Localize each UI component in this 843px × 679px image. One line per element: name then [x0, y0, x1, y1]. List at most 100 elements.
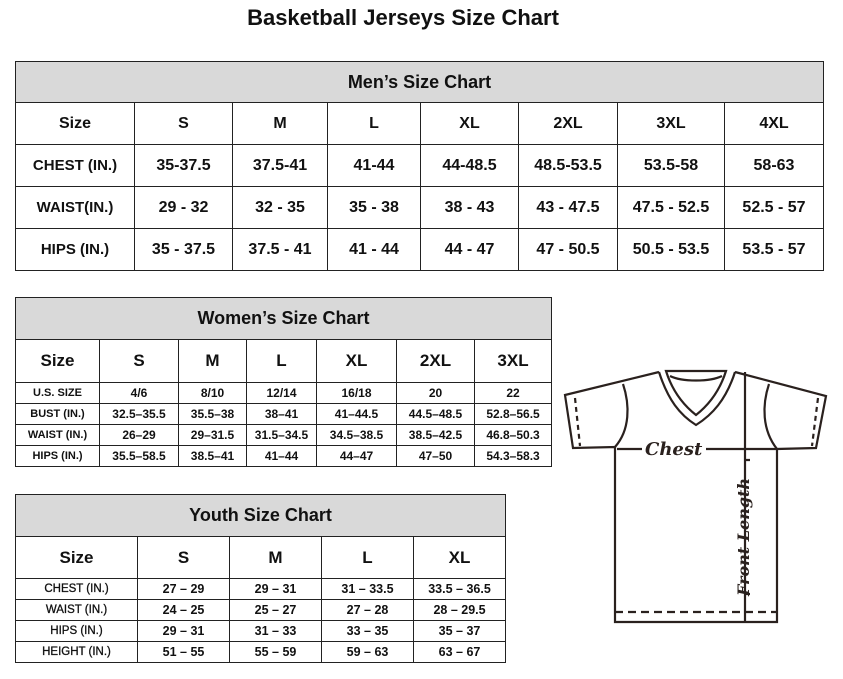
table-row: U.S. SIZE 4/6 8/10 12/14 16/18 20 22: [15, 382, 553, 404]
table-cell: 35.5–38: [178, 403, 247, 425]
table-cell: 29 – 31: [137, 620, 230, 642]
column-header-l: L: [321, 536, 414, 579]
table-cell: 33 – 35: [321, 620, 414, 642]
column-header-xl: XL: [412, 536, 507, 579]
table-cell: 53.5-58: [617, 144, 725, 187]
table-cell: 38.5–41: [178, 445, 247, 467]
column-header-s: S: [134, 102, 233, 145]
table-cell: 53.5 - 57: [724, 228, 824, 271]
table-row: CHEST (IN.) 27 – 29 29 – 31 31 – 33.5 33.5 –…: [15, 578, 507, 600]
row-label: CHEST (IN.): [15, 144, 135, 187]
table-cell: 41-44: [327, 144, 421, 187]
table-row: CHEST (IN.) 35-37.5 37.5-41 41-44 44-48.5 48.…: [15, 144, 824, 187]
row-label: HIPS (IN.): [15, 620, 138, 642]
table-cell: 12/14: [246, 382, 317, 404]
chest-label: Chest: [645, 439, 703, 460]
table-cell: 55 – 59: [229, 641, 322, 663]
table-cell: 35 - 38: [327, 186, 421, 229]
column-header-4xl: 4XL: [724, 102, 824, 145]
table-cell: 41–44.5: [316, 403, 397, 425]
column-header-size: Size: [15, 102, 135, 145]
table-cell: 24 – 25: [137, 599, 230, 621]
table-cell: 37.5-41: [232, 144, 328, 187]
women-header-row: Size S M L XL 2XL 3XL: [15, 339, 553, 383]
column-header-size: Size: [15, 536, 138, 579]
column-header-3xl: 3XL: [473, 339, 553, 383]
table-cell: 26–29: [99, 424, 179, 446]
row-label: WAIST (IN.): [15, 424, 100, 446]
table-cell: 44.5–48.5: [396, 403, 475, 425]
column-header-m: M: [232, 102, 328, 145]
table-cell: 41 - 44: [327, 228, 421, 271]
column-header-xl: XL: [420, 102, 519, 145]
table-cell: 31 – 33: [229, 620, 322, 642]
table-cell: 44 - 47: [420, 228, 519, 271]
men-header-row: Size S M L XL 2XL 3XL 4XL: [15, 102, 824, 145]
table-cell: 47 - 50.5: [518, 228, 618, 271]
table-cell: 27 – 29: [137, 578, 230, 600]
table-cell: 46.8–50.3: [473, 424, 553, 446]
table-cell: 58-63: [724, 144, 824, 187]
table-row: WAIST (IN.) 26–29 29–31.5 31.5–34.5 34.5–38.…: [15, 424, 553, 446]
table-cell: 47–50: [396, 445, 475, 467]
column-header-m: M: [229, 536, 322, 579]
youth-table-title: Youth Size Chart: [14, 494, 507, 537]
table-cell: 31.5–34.5: [246, 424, 317, 446]
front-length-label: Front Length: [734, 478, 753, 597]
table-row: HIPS (IN.) 29 – 31 31 – 33 33 – 35 35 – 37: [15, 620, 507, 642]
table-cell: 52.8–56.5: [473, 403, 553, 425]
table-cell: 38–41: [246, 403, 317, 425]
column-header-xl: XL: [316, 339, 397, 383]
shirt-outline: [563, 370, 828, 624]
column-header-size: Size: [15, 339, 100, 383]
jersey-measurement-diagram: Chest Front Length: [563, 369, 828, 624]
table-cell: 44-48.5: [420, 144, 519, 187]
table-cell: 35-37.5: [134, 144, 233, 187]
table-cell: 63 – 67: [412, 641, 507, 663]
table-cell: 29 – 31: [229, 578, 322, 600]
row-label: CHEST (IN.): [15, 578, 138, 600]
column-header-3xl: 3XL: [617, 102, 725, 145]
page-title: Basketball Jerseys Size Chart: [247, 5, 559, 30]
table-cell: 44–47: [316, 445, 397, 467]
table-cell: 25 – 27: [229, 599, 322, 621]
table-cell: 22: [473, 382, 553, 404]
column-header-m: M: [178, 339, 247, 383]
row-label: WAIST(IN.): [15, 186, 135, 229]
row-label: WAIST (IN.): [15, 599, 138, 621]
table-row: BUST (IN.) 32.5–35.5 35.5–38 38–41 41–44.5 44…: [15, 403, 553, 425]
table-cell: 37.5 - 41: [232, 228, 328, 271]
table-cell: 28 – 29.5: [412, 599, 507, 621]
table-cell: 16/18: [316, 382, 397, 404]
table-cell: 4/6: [99, 382, 179, 404]
table-cell: 52.5 - 57: [724, 186, 824, 229]
table-cell: 41–44: [246, 445, 317, 467]
column-header-l: L: [327, 102, 421, 145]
womens-size-table: Women’s Size Chart Size S M L XL 2XL 3XL U.S. S…: [14, 297, 553, 467]
table-row: HEIGHT (IN.) 51 – 55 55 – 59 59 – 63 63 – 67: [15, 641, 507, 663]
table-cell: 38.5–42.5: [396, 424, 475, 446]
row-label: HEIGHT (IN.): [15, 641, 138, 663]
table-cell: 43 - 47.5: [518, 186, 618, 229]
table-cell: 59 – 63: [321, 641, 414, 663]
column-header-2xl: 2XL: [518, 102, 618, 145]
table-cell: 29 - 32: [134, 186, 233, 229]
mens-table-title: Men’s Size Chart: [15, 61, 824, 103]
table-cell: 34.5–38.5: [316, 424, 397, 446]
table-cell: 35.5–58.5: [99, 445, 179, 467]
table-cell: 32 - 35: [232, 186, 328, 229]
column-header-s: S: [137, 536, 230, 579]
table-cell: 27 – 28: [321, 599, 414, 621]
column-header-l: L: [246, 339, 317, 383]
table-cell: 54.3–58.3: [473, 445, 553, 467]
column-header-s: S: [99, 339, 179, 383]
table-cell: 35 - 37.5: [134, 228, 233, 271]
table-row: HIPS (IN.) 35.5–58.5 38.5–41 41–44 44–47 47–5…: [15, 445, 553, 467]
column-header-2xl: 2XL: [396, 339, 475, 383]
row-label: HIPS (IN.): [15, 228, 135, 271]
table-cell: 8/10: [178, 382, 247, 404]
youth-size-table: Youth Size Chart Size S M L XL CHEST (IN.) 27 …: [14, 494, 507, 663]
womens-table-title: Women’s Size Chart: [14, 297, 553, 340]
table-cell: 48.5-53.5: [518, 144, 618, 187]
table-row: HIPS (IN.) 35 - 37.5 37.5 - 41 41 - 44 44 - …: [15, 228, 824, 271]
